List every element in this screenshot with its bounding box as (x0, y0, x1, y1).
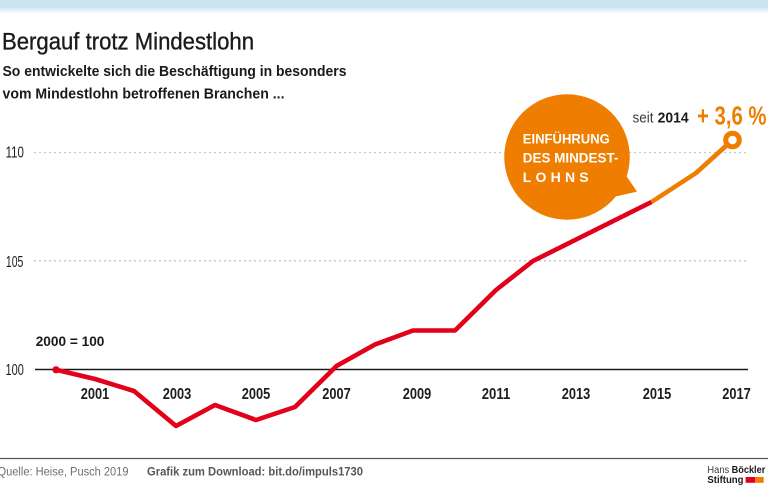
svg-text:So entwickelte sich die Beschä: So entwickelte sich die Beschäftigung in… (3, 63, 347, 80)
svg-text:2005: 2005 (242, 386, 271, 403)
svg-text:Bergauf trotz Mindestlohn: Bergauf trotz Mindestlohn (2, 29, 254, 56)
svg-text:EINFÜHRUNG: EINFÜHRUNG (523, 130, 610, 146)
svg-text:LOHNS: LOHNS (523, 169, 589, 185)
svg-text:2000 = 100: 2000 = 100 (36, 333, 105, 349)
svg-text:2014: 2014 (658, 110, 690, 127)
svg-text:105: 105 (6, 254, 24, 271)
svg-text:2001: 2001 (81, 386, 110, 403)
svg-text:2015: 2015 (643, 386, 672, 403)
svg-text:Hans: Hans (707, 465, 729, 476)
svg-text:Böckler: Böckler (732, 465, 766, 476)
svg-text:DES MINDEST-: DES MINDEST- (523, 150, 619, 166)
svg-text:seit: seit (633, 110, 655, 127)
svg-text:Quelle: Heise, Pusch 2019: Quelle: Heise, Pusch 2019 (0, 465, 129, 479)
svg-text:2011: 2011 (482, 386, 511, 403)
svg-text:110: 110 (6, 145, 24, 162)
svg-text:2017: 2017 (722, 386, 751, 403)
svg-text:Stiftung: Stiftung (707, 475, 743, 486)
svg-text:Grafik zum Download: bit.do/im: Grafik zum Download: bit.do/impuls1730 (147, 465, 363, 479)
svg-text:2009: 2009 (403, 386, 432, 403)
svg-text:2007: 2007 (322, 386, 351, 403)
svg-text:100: 100 (6, 362, 24, 379)
svg-text:+ 3,6 %: + 3,6 % (697, 102, 767, 130)
svg-text:vom Mindestlohn betroffenen Br: vom Mindestlohn betroffenen Branchen ... (3, 86, 285, 103)
svg-text:2003: 2003 (163, 386, 192, 403)
svg-text:2013: 2013 (562, 386, 591, 403)
